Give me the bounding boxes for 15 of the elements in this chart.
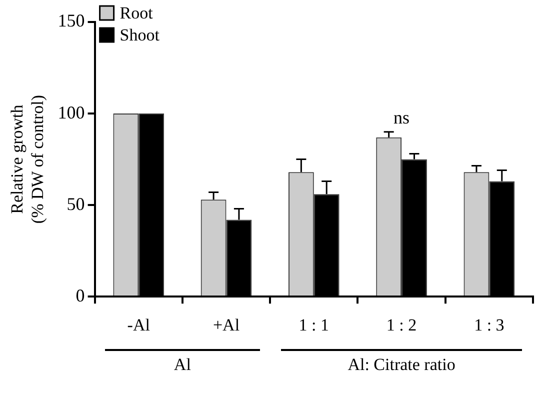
legend-label: Root xyxy=(120,3,154,22)
x-tick-label: 1 : 2 xyxy=(386,315,417,334)
text: Al: Citrate ratio xyxy=(346,354,456,375)
y-axis-title: Relative growth (% DW of control) xyxy=(8,95,48,224)
x-tick-label: 1 : 1 xyxy=(298,315,330,334)
y-tick-label: 0 xyxy=(76,285,85,306)
x-tick-label: 1 : 3 xyxy=(474,315,504,334)
y-tick-label: 100 xyxy=(58,102,85,122)
x-tick-label: +Al xyxy=(212,315,240,334)
legend-label: Shoot xyxy=(120,25,160,44)
text: Al xyxy=(172,354,192,375)
x-tick-label: -Al xyxy=(127,315,150,334)
annotation: ns xyxy=(394,108,410,128)
y-tick-label: 150 xyxy=(58,10,85,31)
y-tick-label: 50 xyxy=(66,194,85,214)
